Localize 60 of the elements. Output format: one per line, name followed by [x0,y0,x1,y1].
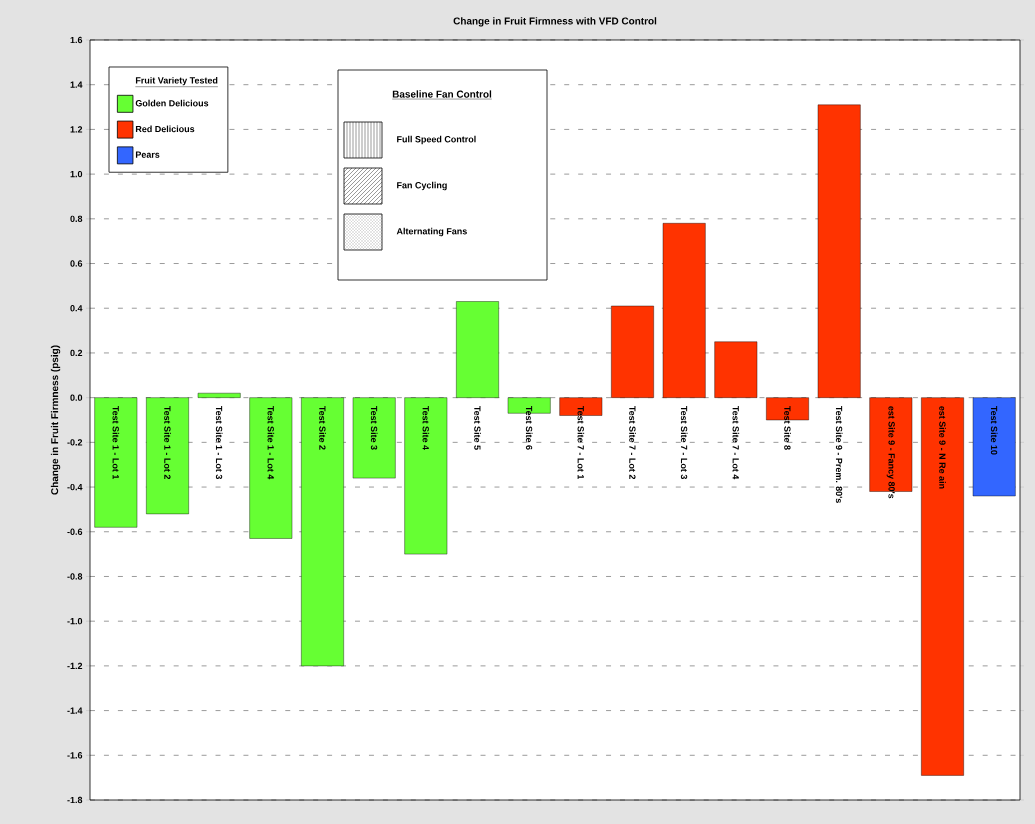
bar [921,397,964,776]
x-tick-label: Test Site 5 [474,405,481,450]
y-tick-label: -1.6 [67,752,83,759]
x-tick-label: Test Site 3 [370,405,378,450]
annotation: Full Speed Control [397,135,476,145]
legend-label: Pears [135,151,160,158]
y-tick-label: 1.0 [70,170,83,178]
x-tick-label: Test Site 9 - Prem. 80's [835,405,843,503]
x-tick-label: Test Site 10 [990,405,998,455]
y-tick-label: 0.8 [70,215,83,222]
legend-title: Fruit Variety Tested [135,76,218,86]
y-tick-label: -0.2 [67,439,83,446]
y-tick-label: -1.0 [67,618,83,625]
y-tick-label: 1.6 [70,36,83,44]
x-tick-label: Test Site 7 - Lot 3 [680,405,688,480]
x-tick-label: Test Site 6 [525,405,533,450]
bar [972,397,1016,497]
bar [404,397,448,555]
x-tick-label: Test Site 1 - Lot 1 [112,405,120,480]
bar [301,397,344,667]
bar [611,305,654,398]
bar [249,397,293,539]
y-axis-title: Change in Fruit Firmness (psig) [50,345,61,495]
annotation: Baseline Fan Control [392,90,492,98]
y-tick-label: -1.4 [67,707,83,714]
x-tick-label: Test Site 2 [319,405,326,450]
x-tick-label: Test Site 7 - Lot 1 [577,405,585,480]
y-tick-label: -0.4 [67,483,83,491]
legend-label: Red Delicious [135,125,195,133]
bar [714,341,758,398]
y-tick-label: 0.4 [70,305,83,312]
y-tick-label: 0.0 [70,394,83,401]
y-tick-label: -1.8 [67,796,83,804]
y-tick-label: -0.6 [67,528,83,535]
y-tick-label: 1.2 [70,126,83,133]
bar [146,397,189,515]
bar [197,392,241,398]
y-tick-label: 1.4 [70,81,83,88]
legend-label: Golden Delicious [135,99,209,107]
x-tick-label: est Site 9 - Fancy 80's [886,406,896,499]
bar [456,301,499,398]
bar [662,223,706,398]
chart-title: Change in Fruit Firmness with VFD Control [453,17,657,27]
x-tick-label: Test Site 4 [422,405,430,450]
y-tick-label: -0.8 [67,573,83,580]
annotation: Fan Cycling [397,181,447,191]
x-tick-label: Test Site 7 - Lot 2 [629,405,636,480]
x-tick-label: Test Site 8 [784,405,791,450]
x-tick-label: Test Site 1 - Lot 2 [164,405,171,480]
y-tick-label: 0.6 [70,260,83,267]
x-tick-label: est Site 9 - N Re ain [939,406,946,489]
y-tick-label: 0.2 [70,349,83,357]
annotation: Alternating Fans [396,227,467,237]
x-tick-label: Test Site 1 - Lot 3 [215,405,223,480]
x-tick-label: Test Site 7 - Lot 4 [732,405,740,480]
bar [352,397,396,479]
y-tick-label: -1.2 [67,662,83,670]
bar [94,397,138,528]
bar [817,104,861,398]
x-tick-label: Test Site 1 - Lot 4 [267,405,275,480]
